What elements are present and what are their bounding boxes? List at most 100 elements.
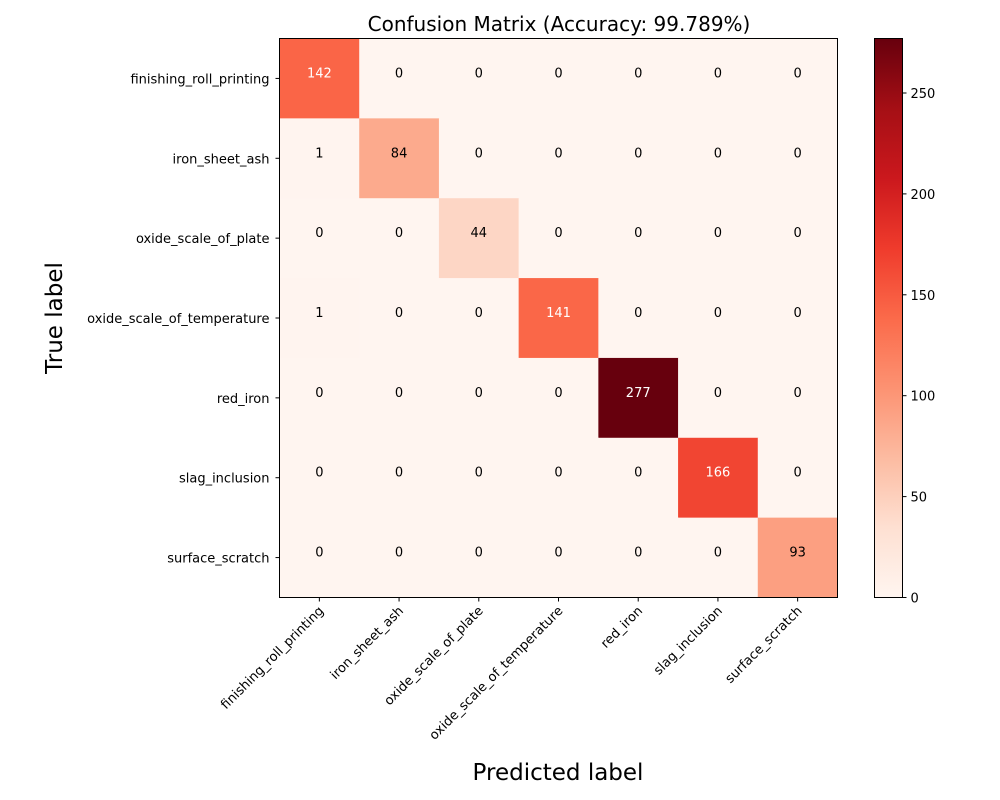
chart-title: Confusion Matrix (Accuracy: 99.789%) bbox=[368, 12, 751, 36]
heatmap-cell bbox=[518, 517, 599, 598]
cell-value-label: 0 bbox=[794, 146, 802, 161]
cell-value-label: 0 bbox=[315, 466, 323, 481]
colorbar: 0 50 100 150 200 250 bbox=[874, 38, 936, 607]
cell-value-label: 0 bbox=[315, 546, 323, 561]
x-tick-label: finishing_roll_printing bbox=[218, 604, 327, 713]
cell-value-label: 166 bbox=[706, 466, 731, 481]
cell-value-label: 0 bbox=[395, 466, 403, 481]
heatmap-cell bbox=[438, 357, 520, 439]
cell-value-label: 1 bbox=[315, 306, 323, 321]
heatmap-cell bbox=[279, 198, 360, 279]
cell-value-label: 0 bbox=[554, 66, 562, 81]
y-axis-ticks: finishing_roll_printing iron_sheet_ashoxi… bbox=[87, 72, 280, 567]
cell-value-label: 0 bbox=[395, 66, 403, 81]
heatmap-cell bbox=[279, 38, 360, 119]
cell-value-label: 0 bbox=[554, 226, 562, 241]
heatmap-cell bbox=[598, 357, 679, 439]
cell-value-label: 0 bbox=[475, 466, 483, 481]
cell-value-label: 0 bbox=[634, 146, 642, 161]
x-tick-label: oxide_scale_of_temperature bbox=[427, 604, 567, 744]
heatmap-cell bbox=[757, 38, 838, 119]
colorbar-tick-label: 50 bbox=[911, 491, 928, 506]
y-tick-label: surface_scratch bbox=[167, 552, 269, 567]
cell-value-label: 44 bbox=[471, 226, 488, 241]
cell-value-label: 0 bbox=[794, 226, 802, 241]
y-tick-label: iron_sheet_ash bbox=[173, 152, 270, 167]
colorbar-tick-label: 0 bbox=[911, 592, 919, 607]
heatmap-cell bbox=[757, 118, 838, 199]
cell-value-label: 0 bbox=[475, 546, 483, 561]
cell-value-label: 0 bbox=[554, 546, 562, 561]
heatmap-cell bbox=[757, 357, 838, 439]
heatmap-cell bbox=[518, 118, 599, 199]
heatmap-cell bbox=[678, 38, 759, 119]
cell-value-label: 84 bbox=[391, 146, 408, 161]
cell-value-label: 0 bbox=[794, 466, 802, 481]
cell-value-label: 0 bbox=[395, 386, 403, 401]
colorbar-tick-label: 150 bbox=[911, 289, 936, 304]
cell-value-label: 0 bbox=[634, 306, 642, 321]
cell-value-label: 141 bbox=[546, 306, 571, 321]
heatmap-cell bbox=[518, 278, 599, 359]
cell-value-label: 0 bbox=[794, 66, 802, 81]
cell-value-label: 0 bbox=[554, 466, 562, 481]
y-tick-label: oxide_scale_of_plate bbox=[136, 232, 270, 247]
heatmap-cell bbox=[598, 38, 679, 119]
cell-value-label: 0 bbox=[794, 386, 802, 401]
colorbar-frame bbox=[874, 38, 903, 598]
heatmap-cell bbox=[438, 198, 520, 279]
heatmap-cell bbox=[598, 278, 679, 359]
cell-value-label: 0 bbox=[395, 546, 403, 561]
x-tick-label: surface_scratch bbox=[723, 604, 806, 687]
heatmap-cell bbox=[279, 357, 360, 439]
heatmap-cell bbox=[359, 278, 440, 359]
heatmap-cell bbox=[438, 278, 520, 359]
heatmap-cell bbox=[279, 517, 360, 598]
cell-value-label: 0 bbox=[475, 306, 483, 321]
cell-value-label: 0 bbox=[315, 386, 323, 401]
x-axis-ticks: finishing_roll_printing iron_sheet_ash oxi… bbox=[218, 597, 806, 744]
y-tick-label: finishing_roll_printing bbox=[130, 72, 269, 87]
colorbar-tick-label: 100 bbox=[911, 390, 936, 405]
colorbar-gradient bbox=[874, 38, 903, 598]
cell-value-label: 0 bbox=[714, 66, 722, 81]
cell-value-label: 0 bbox=[475, 66, 483, 81]
heatmap-cell bbox=[518, 38, 599, 119]
cell-value-label: 0 bbox=[714, 386, 722, 401]
heatmap-cell bbox=[359, 357, 440, 439]
cell-value-label: 0 bbox=[554, 146, 562, 161]
heatmap-cell bbox=[678, 357, 759, 439]
heatmap-cell bbox=[598, 517, 679, 598]
cell-value-label: 277 bbox=[626, 386, 651, 401]
heatmap-cell bbox=[359, 198, 440, 279]
colorbar-tick-label: 250 bbox=[911, 87, 936, 102]
cell-value-label: 93 bbox=[789, 546, 806, 561]
cell-value-label: 0 bbox=[634, 66, 642, 81]
heatmap-cell bbox=[279, 118, 360, 199]
cell-value-label: 1 bbox=[315, 146, 323, 161]
heatmap-cell bbox=[678, 437, 759, 519]
cell-value-label: 0 bbox=[395, 306, 403, 321]
heatmap-cell bbox=[678, 118, 759, 199]
y-tick-label: red_iron bbox=[217, 392, 270, 407]
x-tick-label: slag_inclusion bbox=[651, 604, 726, 679]
cell-value-label: 0 bbox=[475, 146, 483, 161]
heatmap-cells: 142 0 0 0 0 0 0 1 84 0 0 0 0 0 0 0 44 0 0 0 0 1 0 0 141 0 0 0 0 0 0 0 27… bbox=[279, 38, 838, 598]
heatmap-cell bbox=[279, 437, 360, 519]
heatmap-cell bbox=[359, 38, 440, 119]
heatmap-cell bbox=[757, 437, 838, 519]
heatmap-cell bbox=[678, 517, 759, 598]
heatmap-cell bbox=[678, 278, 759, 359]
heatmap-cell bbox=[438, 437, 520, 519]
cell-value-label: 0 bbox=[634, 546, 642, 561]
heatmap-cell bbox=[518, 437, 599, 519]
heatmap-cell bbox=[438, 517, 520, 598]
cell-value-label: 0 bbox=[794, 306, 802, 321]
cell-value-label: 0 bbox=[714, 306, 722, 321]
heatmap-cell bbox=[598, 118, 679, 199]
x-tick-label: iron_sheet_ash bbox=[328, 604, 407, 683]
heatmap-cell bbox=[438, 118, 520, 199]
heatmap-cell bbox=[438, 38, 520, 119]
cell-value-label: 0 bbox=[634, 466, 642, 481]
